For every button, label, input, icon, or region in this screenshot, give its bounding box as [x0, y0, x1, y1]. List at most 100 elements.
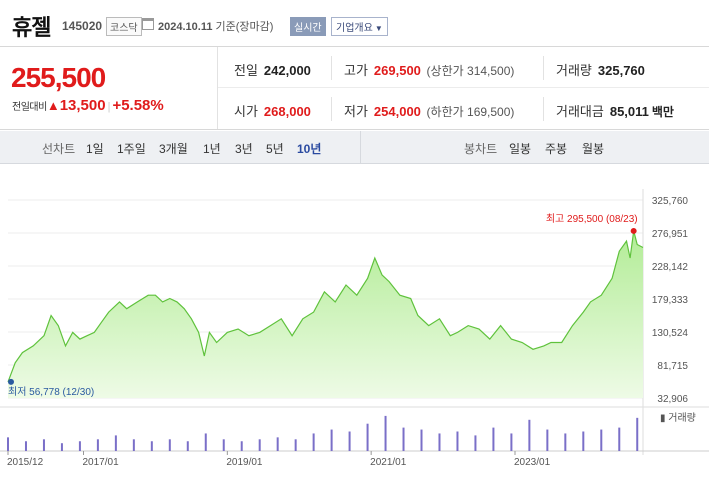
volume-bar	[78, 441, 81, 451]
low-price: 저가 254,000 (하한가 169,500)	[344, 101, 514, 120]
x-tick-label: 2023/01	[514, 457, 551, 468]
divider	[543, 97, 544, 121]
volume-bar	[42, 439, 45, 451]
volume-bar	[438, 433, 441, 451]
volume-bar	[582, 431, 585, 451]
price-chart: 최고 295,500 (08/23) 최저 56,778 (12/30) 325,…	[0, 189, 709, 468]
candle-weekly[interactable]: 주봉	[545, 142, 568, 156]
volume-bar	[150, 441, 153, 451]
volume-bar	[402, 427, 405, 451]
volume-bar	[132, 439, 135, 451]
lower-limit-label: 하한가	[430, 105, 464, 119]
volume: 거래량 325,760	[556, 60, 645, 79]
volume-bar	[456, 431, 459, 451]
volume-bar	[636, 417, 639, 451]
volume-bar	[204, 433, 207, 451]
trade-value: 거래대금 85,011 백만	[556, 101, 674, 120]
divider	[331, 97, 332, 121]
volume-bar	[384, 415, 387, 451]
period-5y[interactable]: 5년	[266, 142, 284, 156]
volume-bar	[330, 429, 333, 451]
period-3y[interactable]: 3년	[235, 142, 253, 156]
volume-bar	[492, 427, 495, 451]
x-tick-label: 2021/01	[370, 457, 407, 468]
corp-overview-label: 기업개요	[336, 23, 373, 34]
volume-bar	[258, 439, 261, 451]
volume-bar	[96, 439, 99, 451]
volume-bar	[366, 423, 369, 451]
volume-bar	[222, 439, 225, 451]
stock-header: 휴젤 145020 코스닥 2024.10.11 기준(장마감) 실시간 기업개…	[0, 0, 709, 46]
prev-close-value: 242,000	[263, 63, 311, 78]
high-value: 269,500	[373, 63, 421, 78]
volume-bar	[348, 431, 351, 451]
trade-value-amount: 85,011	[609, 104, 649, 119]
y-tick-label: 228,142	[652, 262, 689, 273]
volume-value: 325,760	[597, 63, 645, 78]
date-suffix: 기준(장마감)	[215, 21, 274, 33]
volume-bar	[294, 439, 297, 451]
candle-chart-label: 봉차트	[464, 142, 498, 156]
trade-value-unit: 백만	[651, 105, 674, 119]
open-value: 268,000	[263, 104, 311, 119]
volume-bar	[114, 435, 117, 451]
low-value: 254,000	[373, 104, 421, 119]
volume-bar	[7, 437, 9, 451]
upper-limit-label: 상한가	[430, 64, 464, 78]
x-tick-label: 2015/12	[7, 457, 44, 468]
upper-limit: (상한가 314,500)	[426, 64, 515, 78]
volume-bar	[600, 429, 603, 451]
lower-limit: (하한가 169,500)	[426, 105, 515, 119]
high-marker	[630, 227, 637, 234]
stock-name: 휴젤	[12, 15, 51, 40]
price-summary: 255,500 전일대비▲13,500 | +5.58%	[0, 47, 218, 129]
calendar-icon	[142, 18, 154, 30]
divider	[543, 56, 544, 80]
open-price: 시가 268,000	[234, 101, 311, 120]
change-label: 전일대비	[12, 102, 47, 113]
period-1y[interactable]: 1년	[203, 142, 221, 156]
period-1d[interactable]: 1일	[86, 142, 104, 156]
low-label: 저가	[344, 104, 368, 119]
volume-bar	[546, 429, 549, 451]
volume-bar	[240, 441, 243, 451]
x-tick-label: 2019/01	[226, 457, 263, 468]
period-1w[interactable]: 1주일	[117, 142, 146, 156]
chevron-down-icon: ▼	[374, 24, 383, 33]
upper-limit-value: 314,500	[467, 64, 511, 78]
period-divider	[360, 131, 361, 164]
candle-monthly[interactable]: 월봉	[582, 142, 605, 156]
high-price: 고가 269,500 (상한가 314,500)	[344, 60, 514, 79]
open-label: 시가	[234, 104, 258, 119]
market-badge: 코스닥	[106, 17, 142, 36]
price-box: 255,500 전일대비▲13,500 | +5.58% 전일 242,000 고가 2…	[0, 46, 709, 130]
y-tick-label: 179,333	[652, 295, 689, 306]
stats-row-1: 전일 242,000 고가 269,500 (상한가 314,500) 거래량 325…	[218, 47, 709, 88]
volume-bar	[24, 441, 27, 451]
y-tick-label: 130,524	[652, 328, 689, 339]
volume-bar	[420, 429, 423, 451]
up-arrow-icon: ▲	[46, 98, 60, 113]
date-text: 2024.10.11 기준(장마감)	[158, 18, 273, 34]
candle-daily[interactable]: 일봉	[509, 142, 532, 156]
volume-bar	[312, 433, 315, 451]
period-3m[interactable]: 3개월	[159, 142, 188, 156]
volume-bar	[276, 437, 279, 451]
realtime-button[interactable]: 실시간	[290, 17, 326, 36]
stats-row-2: 시가 268,000 저가 254,000 (하한가 169,500) 거래대금 85…	[218, 88, 709, 129]
volume-bar	[510, 433, 513, 451]
trade-value-label: 거래대금	[556, 104, 604, 119]
price-line	[7, 230, 644, 383]
low-marker	[8, 378, 14, 385]
lower-limit-value: 169,500	[467, 105, 511, 119]
prev-close: 전일 242,000	[234, 60, 311, 79]
prev-close-label: 전일	[234, 63, 258, 78]
volume-label: ▮ 거래량	[660, 412, 696, 424]
divider	[331, 56, 332, 80]
period-10y[interactable]: 10년	[297, 142, 322, 156]
period-bar: 선차트 1일 1주일 3개월 1년 3년 5년 10년 봉차트 일봉 주봉 월봉	[0, 131, 709, 164]
corp-overview-button[interactable]: 기업개요 ▼	[331, 17, 388, 36]
volume-bar	[474, 435, 477, 451]
price-change: 전일대비▲13,500 | +5.58%	[12, 97, 164, 114]
volume-label: 거래량	[556, 63, 592, 78]
